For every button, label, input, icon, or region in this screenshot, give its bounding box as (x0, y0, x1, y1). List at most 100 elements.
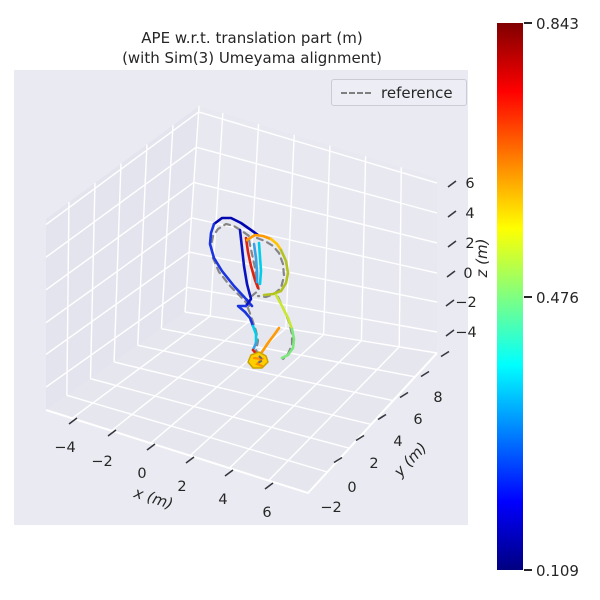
trajectory-estimate-segment (274, 293, 294, 331)
trajectory-reference-end (257, 355, 265, 364)
x-axis-label: x (m) (131, 483, 176, 513)
trajectory-estimate-segment (251, 324, 258, 345)
grid-right-x (247, 123, 260, 323)
y-tick-label: −2 (320, 500, 341, 516)
x-tick-label: −4 (54, 440, 75, 456)
legend: reference (331, 79, 467, 106)
grid-right-z (196, 146, 438, 214)
y-tick-label: 6 (413, 412, 422, 428)
x-tick-label: 4 (218, 492, 227, 508)
z-tick-label: 6 (465, 176, 474, 192)
x-tick-label: 6 (262, 505, 271, 521)
legend-dashed-line-icon (341, 91, 371, 94)
trajectory-estimate-segment (260, 326, 281, 354)
x-tick-label: 2 (177, 479, 186, 495)
grid-floor-x (189, 334, 325, 457)
colorbar-label-max: 0.843 (536, 15, 579, 33)
grid-left-y (160, 125, 174, 329)
z-tick-mark (447, 210, 457, 218)
trajectory-estimate-segment (280, 327, 296, 360)
y-tick-mark (440, 350, 450, 358)
grid-floor-x (268, 346, 400, 482)
trajectory-estimate-segment (212, 216, 260, 237)
trajectory-estimate-segment (269, 237, 283, 252)
trajectory-end-cluster (247, 351, 269, 369)
y-tick-mark (399, 391, 409, 399)
x-tick-mark (224, 469, 234, 477)
grid-left-y (184, 105, 200, 313)
plot-title-line2: (with Sim(3) Umeyama alignment) (122, 49, 382, 67)
grid-right-x (285, 134, 295, 329)
grid-floor-x (71, 315, 211, 419)
axis-front-edges (45, 352, 438, 495)
y-tick-mark (355, 434, 365, 442)
grid-floor-x (228, 340, 362, 469)
grid-right-z (188, 251, 438, 303)
grid-floor-y (90, 377, 350, 449)
y-tick-label: 0 (347, 480, 356, 496)
trajectory-reference (209, 222, 251, 308)
z-tick-label: −4 (455, 325, 476, 341)
grid-floor-y (113, 361, 372, 426)
trajectory-estimate-segment (238, 228, 253, 308)
grid-floor-y (66, 394, 328, 473)
z-tick-mark (446, 270, 456, 278)
z-axis-label: z (m) (473, 239, 491, 279)
grid-floor-y (184, 311, 438, 354)
z-tick-label: −2 (455, 295, 476, 311)
grid-left-y (137, 144, 148, 346)
trajectory-reference (245, 238, 261, 302)
y-tick-label: 2 (369, 456, 378, 472)
z-tick-mark (445, 329, 455, 337)
x-tick-mark (146, 443, 156, 451)
x-tick-mark (107, 429, 117, 437)
grid-floor-x (111, 321, 249, 432)
colorbar-tick-min (524, 569, 532, 571)
y-tick-mark (333, 456, 343, 464)
trajectory-estimate-segment (252, 242, 259, 284)
x-tick-label: −2 (91, 454, 112, 470)
colorbar-label-mid: 0.476 (536, 289, 579, 307)
y-tick-mark (377, 413, 387, 421)
x-tick-label: 0 (137, 466, 146, 482)
pane-left-wall (46, 106, 199, 410)
grid-right-z (191, 217, 438, 274)
grid-left-y (113, 163, 122, 363)
trajectory-estimate-segment (243, 310, 255, 328)
legend-label-reference: reference (381, 83, 453, 102)
colorbar-tick-max (524, 22, 532, 24)
z-tick-mark (445, 299, 455, 307)
x-tick-mark (264, 482, 274, 490)
y-tick-label: 4 (393, 434, 402, 450)
z-tick-label: 4 (465, 206, 474, 222)
grid-floor-y (137, 344, 394, 402)
colorbar-tick-mid (524, 296, 532, 298)
x-tick-mark (68, 417, 78, 425)
colorbar-gradient (497, 23, 523, 570)
trajectory-reference (246, 306, 261, 358)
grid-right-x (322, 145, 331, 335)
trajectory-estimate-segment (236, 304, 248, 314)
grid-floor-x (150, 327, 287, 444)
grid-right-x (209, 113, 224, 317)
pane-floor (46, 312, 437, 493)
x-tick-mark (185, 456, 195, 464)
y-tick-label: 8 (433, 390, 442, 406)
grid-left-y (89, 182, 96, 379)
z-tick-mark (447, 180, 457, 188)
colorbar-label-min: 0.109 (536, 562, 579, 580)
grid-right-z (193, 181, 438, 244)
grid-right-x (360, 156, 367, 341)
trajectory-estimate-segment (208, 222, 254, 308)
grid-right-z (198, 111, 438, 184)
z-tick-label: 0 (463, 266, 472, 282)
grid-right-z (186, 286, 438, 333)
y-tick-mark (420, 370, 430, 378)
plot-title-line1: APE w.r.t. translation part (m) (141, 29, 363, 47)
grid-left-y (66, 202, 70, 396)
trajectory-estimate-segment (262, 248, 290, 297)
trajectory-estimate-segment (257, 241, 263, 286)
z-tick-mark (447, 240, 457, 248)
